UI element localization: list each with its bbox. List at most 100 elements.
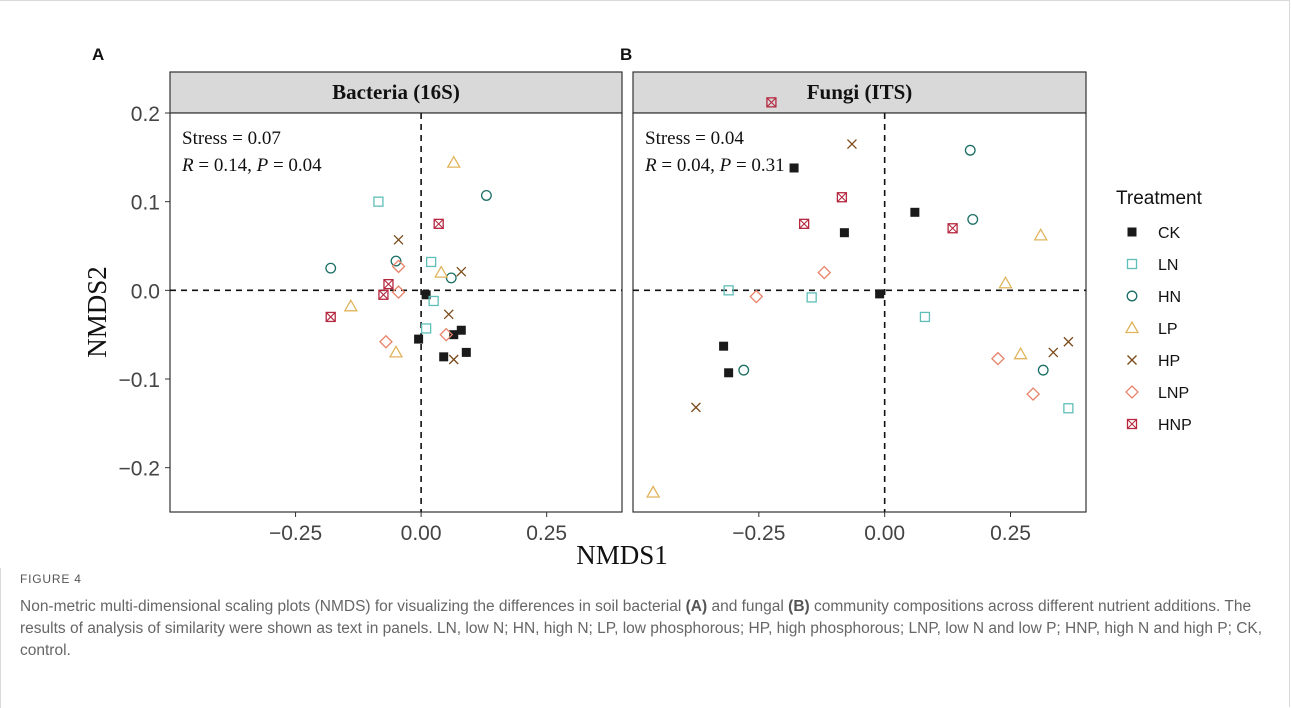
point-lp <box>646 485 661 498</box>
point-ln <box>1063 403 1074 414</box>
stats-p-value: = 0.31 <box>731 155 784 176</box>
nmds-figure: NMDS2 NMDS1 0.2 0.1 0.0 −0.1 −0.2 A Bacteria (16… <box>82 45 1203 565</box>
point-hp <box>1048 347 1059 358</box>
point-hnp <box>383 278 394 290</box>
point-lnp <box>817 265 832 280</box>
legend-label-ck: CK <box>1158 225 1181 242</box>
point-ck <box>724 368 734 378</box>
stats-p-value: = 0.04 <box>268 155 322 176</box>
point-lp <box>1033 228 1048 241</box>
panel-a: A Bacteria (16S) −0.25 0.00 0.25 Stress = 0.0… <box>92 45 623 545</box>
x-tick-label: 0.25 <box>526 522 567 545</box>
x-axis-label: NMDS1 <box>576 540 668 565</box>
point-hn <box>390 255 402 267</box>
stats-r: R <box>181 155 194 176</box>
point-ln <box>373 196 384 207</box>
caption-rule <box>0 568 1 708</box>
caption-text-1: Non-metric multi-dimensional scaling plo… <box>20 598 686 615</box>
point-hn <box>964 144 976 156</box>
point-hnp <box>433 218 444 229</box>
stats-r: R <box>644 155 657 176</box>
y-tick-label: −0.2 <box>119 458 160 481</box>
point-hnp <box>947 223 958 234</box>
x-tick-label: −0.25 <box>732 522 785 545</box>
point-hn <box>738 364 750 376</box>
legend-label-lnp: LNP <box>1158 385 1189 402</box>
point-lnp <box>391 285 406 300</box>
point-lnp <box>749 289 764 304</box>
legend-label-hnp: HNP <box>1158 417 1192 434</box>
point-ck <box>414 334 424 344</box>
caption-bold-a: (A) <box>685 598 708 615</box>
point-hp <box>393 234 404 245</box>
point-lp <box>1013 346 1028 360</box>
panel-letter: A <box>92 45 104 64</box>
figure-caption: Non-metric multi-dimensional scaling plo… <box>20 596 1270 662</box>
point-lp <box>388 345 404 358</box>
point-hnp <box>766 97 777 108</box>
point-ln <box>426 256 437 268</box>
point-hnp <box>836 192 848 203</box>
point-ln <box>919 311 931 323</box>
x-tick-label: 0.00 <box>401 522 442 545</box>
stats-p: P <box>719 155 732 176</box>
point-ck <box>456 325 466 335</box>
legend-label-hp: HP <box>1158 353 1180 370</box>
legend-key-lnp <box>1125 385 1139 399</box>
legend-key-hnp <box>1126 418 1138 430</box>
stats-stress: Stress = 0.07 <box>182 128 281 149</box>
point-lp <box>998 275 1013 289</box>
point-ck <box>910 207 920 217</box>
x-tick-label: 0.25 <box>990 522 1031 545</box>
point-hnp <box>325 311 336 323</box>
point-hn <box>445 272 457 284</box>
legend-title: Treatment <box>1116 188 1203 209</box>
point-lnp <box>1026 387 1041 401</box>
point-ck <box>839 228 849 238</box>
point-lnp <box>990 351 1005 366</box>
panel-strip <box>632 71 1087 114</box>
point-hn <box>480 190 492 201</box>
panel-strip <box>169 71 623 114</box>
point-ck <box>461 347 471 357</box>
y-tick-label: −0.1 <box>119 369 160 392</box>
legend-label-lp: LP <box>1158 321 1178 338</box>
panel-letter: B <box>620 45 632 64</box>
panel-plot-area <box>632 112 1087 513</box>
panel-title: Bacteria (16S) <box>332 80 460 104</box>
point-hp <box>1063 336 1074 347</box>
legend-key-hp <box>1127 355 1137 365</box>
stats-stress: Stress = 0.04 <box>645 128 744 149</box>
point-ln <box>723 285 734 296</box>
y-tick-label: 0.0 <box>131 280 160 303</box>
stats-r-p: R = 0.14, P = 0.04 <box>181 155 322 176</box>
legend: Treatment CK LN HN LP HP LNP HNP <box>1116 188 1203 434</box>
point-ck <box>719 341 729 351</box>
point-ln <box>420 323 432 334</box>
point-hp <box>443 309 454 320</box>
caption-text-2: and fungal <box>707 598 789 615</box>
point-lnp <box>379 334 393 349</box>
legend-key-hn <box>1126 290 1138 302</box>
y-axis-label: NMDS2 <box>82 266 112 358</box>
y-tick-label: 0.1 <box>131 192 160 215</box>
stats-r-value: = 0.04, <box>657 155 720 176</box>
caption-bold-b: (B) <box>788 598 810 615</box>
point-hn <box>1037 364 1049 376</box>
point-ck <box>439 352 449 362</box>
x-tick-label: −0.25 <box>269 522 322 545</box>
figure-label: FIGURE 4 <box>20 572 82 586</box>
point-ln <box>428 295 439 307</box>
point-ln <box>806 292 817 303</box>
point-lp <box>446 155 461 168</box>
y-tick-label: 0.2 <box>131 103 160 126</box>
point-hnp <box>798 218 810 229</box>
stats-r-p: R = 0.04, P = 0.31 <box>644 155 785 176</box>
panel-plot-area <box>169 112 623 513</box>
point-ck <box>789 163 799 173</box>
caption-text-3: community compositions across different … <box>20 598 1263 659</box>
legend-key-ck <box>1127 227 1137 237</box>
point-hp <box>690 402 701 413</box>
point-lp <box>343 298 358 312</box>
